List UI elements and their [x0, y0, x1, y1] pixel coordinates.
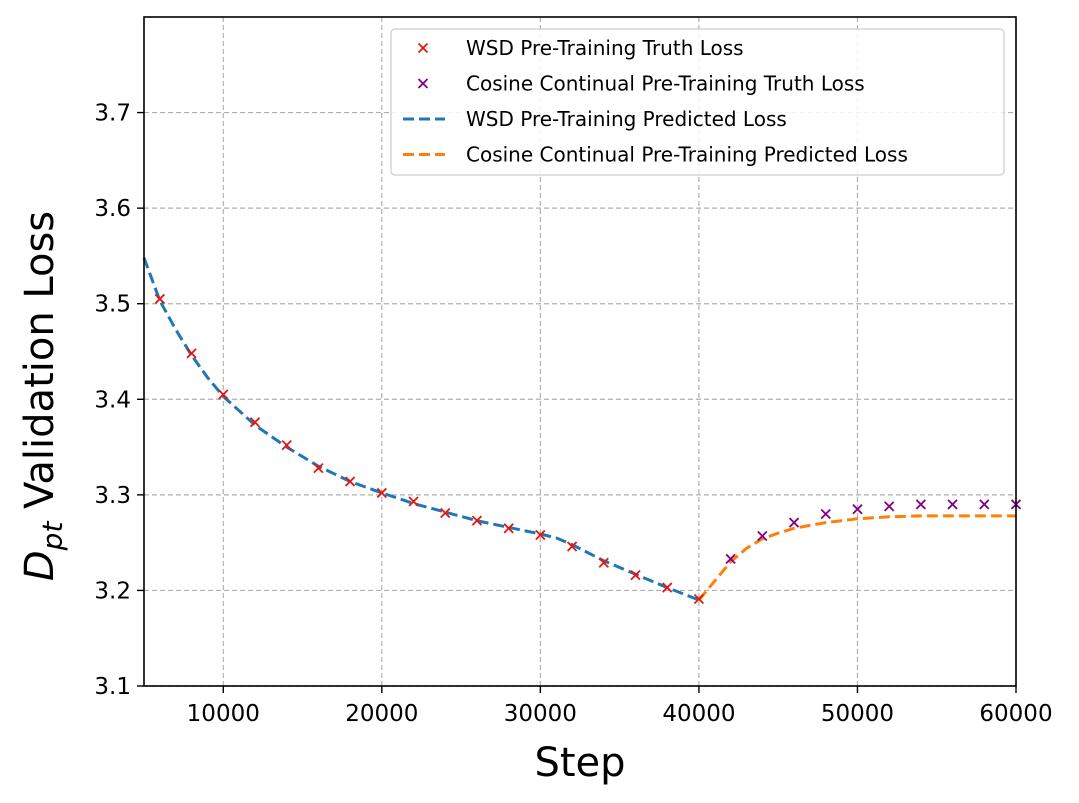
wsd_truth-point	[249, 417, 261, 428]
cos_truth-point	[725, 553, 736, 565]
y-tick-label: 3.6	[94, 196, 131, 222]
y-axis-label: Dpt Validation Loss	[17, 211, 69, 581]
wsd_truth-point	[693, 593, 705, 605]
cos_truth-point	[820, 508, 831, 520]
cos_truth-point	[852, 504, 863, 515]
y-axis-label-main: D	[17, 550, 63, 581]
y-tick-label: 3.3	[94, 483, 131, 509]
x-tick-label: 20000	[345, 701, 418, 727]
legend-entry-cos_pred: Cosine Continual Pre-Training Predicted …	[403, 143, 908, 167]
x-axis-label: Step	[534, 740, 625, 786]
x-tick-label: 10000	[187, 701, 260, 727]
y-axis-label-rest: Validation Loss	[17, 211, 63, 522]
wsd_truth-point	[503, 523, 514, 534]
legend-marker-wsd_truth	[417, 42, 429, 54]
wsd_truth-point	[344, 476, 356, 487]
legend-entry-wsd_truth: WSD Pre-Training Truth Loss	[417, 36, 744, 60]
legend-label-wsd_pred: WSD Pre-Training Predicted Loss	[466, 107, 787, 131]
wsd_truth-point	[154, 293, 165, 305]
y-tick-label: 3.7	[94, 101, 131, 127]
wsd_truth-point	[440, 507, 451, 519]
wsd_truth-point	[471, 515, 483, 526]
cos_truth-point	[915, 499, 927, 510]
legend-box	[390, 28, 1005, 176]
plot-frame	[143, 16, 1017, 687]
y-tick-label: 3.2	[94, 578, 131, 604]
ticks-layer: 10000 20000 30000 40000 50000 60000 3.1 3.2 3.3 3…	[94, 101, 1052, 727]
wsd_truth-point	[376, 487, 387, 499]
x-tick-label: 60000	[979, 701, 1052, 727]
y-tick-label: 3.5	[94, 292, 131, 318]
wsd_truth-point	[662, 582, 673, 593]
wsd_truth-point	[408, 496, 419, 507]
legend: WSD Pre-Training Truth Loss Cosine Contin…	[390, 28, 1005, 176]
wsd_truth-point	[313, 462, 324, 474]
x-tick-label: 30000	[504, 701, 577, 727]
legend-label-wsd_truth: WSD Pre-Training Truth Loss	[466, 36, 744, 60]
wsd_truth-point	[186, 348, 197, 359]
y-tick-label: 3.1	[94, 674, 131, 700]
wsd_pred-line	[142, 257, 700, 602]
legend-label-cos_pred: Cosine Continual Pre-Training Predicted …	[466, 143, 908, 167]
wsd_truth-point	[281, 440, 292, 451]
series-layer	[142, 257, 1022, 605]
wsd_truth-point	[630, 570, 641, 581]
cos_truth-point	[979, 499, 990, 510]
wsd_truth-point	[566, 541, 578, 552]
cos_truth-point	[947, 499, 958, 510]
y-axis-label-sub: pt	[36, 521, 69, 552]
legend-entry-wsd_pred: WSD Pre-Training Predicted Loss	[403, 107, 787, 131]
wsd_truth-point	[535, 529, 546, 541]
legend-entry-cos_truth: Cosine Continual Pre-Training Truth Loss	[417, 72, 865, 96]
wsd_truth-point	[218, 389, 229, 400]
x-tick-label: 50000	[821, 701, 894, 727]
legend-marker-cos_truth	[417, 78, 429, 89]
cos_pred-line	[697, 514, 1016, 601]
y-tick-label: 3.4	[94, 387, 131, 413]
cos_truth-point	[788, 517, 800, 528]
cos_truth-point	[757, 530, 768, 542]
wsd_truth-point	[598, 557, 609, 568]
cos_truth-point	[884, 501, 895, 512]
legend-label-cos_truth: Cosine Continual Pre-Training Truth Loss	[466, 72, 865, 96]
x-tick-label: 40000	[662, 701, 735, 727]
